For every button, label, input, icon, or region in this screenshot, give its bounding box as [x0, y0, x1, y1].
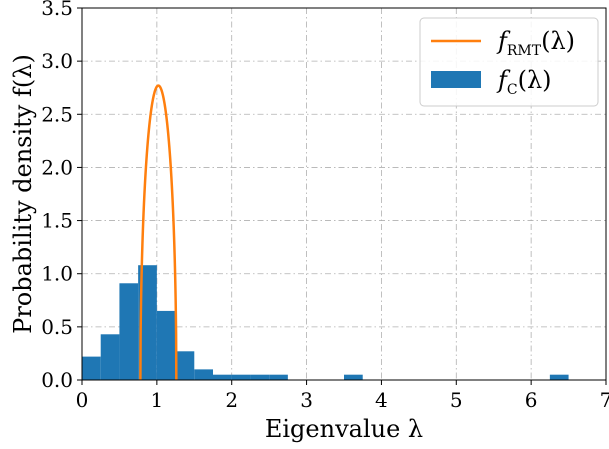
y-tick-label: 1.5 [41, 209, 73, 233]
histogram-bar [138, 265, 157, 380]
legend-label-rmt-arg: (λ) [541, 27, 575, 55]
y-axis-label: Probability density f(λ) [9, 54, 37, 334]
y-tick-label: 1.0 [41, 262, 73, 286]
y-tick-label: 0.0 [41, 368, 73, 392]
legend-swatch-c [431, 71, 481, 88]
histogram-bars [82, 265, 569, 380]
x-tick-label: 2 [225, 388, 238, 412]
histogram-bar [213, 374, 232, 380]
histogram-bar [100, 334, 120, 380]
plot-frame [81, 7, 607, 381]
y-tick-label: 3.0 [41, 49, 73, 73]
x-axis-label: Eigenvalue λ [265, 415, 423, 443]
histogram-bar [194, 369, 213, 380]
x-tick-label: 3 [300, 388, 313, 412]
y-tick-label: 2.0 [41, 155, 73, 179]
histogram-bar [231, 374, 251, 380]
x-tick-label: 4 [375, 388, 388, 412]
x-tick-label: 6 [525, 388, 538, 412]
rmt-density-curve [139, 84, 178, 381]
y-tick-label: 0.5 [41, 315, 73, 339]
histogram-bar [175, 351, 195, 380]
legend-label-c: fC(λ) [496, 66, 552, 98]
legend-label-c-arg: (λ) [518, 66, 552, 94]
legend: fRMT(λ) fC(λ) [419, 17, 599, 107]
histogram-bar [119, 283, 139, 380]
legend-label-rmt-sub: RMT [507, 43, 542, 59]
histogram-bar [269, 374, 288, 380]
y-tick-label: 2.5 [41, 102, 73, 126]
histogram-bar [82, 356, 101, 380]
x-tick-label: 7 [600, 388, 609, 412]
x-tick-label: 1 [150, 388, 163, 412]
histogram-bar [250, 374, 270, 380]
x-tick-label: 0 [76, 388, 89, 412]
grid-lines [82, 8, 606, 380]
legend-label-c-sub: C [507, 82, 518, 98]
x-tick-label: 5 [450, 388, 463, 412]
histogram-bar [549, 374, 569, 380]
histogram-bar [156, 310, 176, 380]
axis-ticks: 0 1 2 3 4 5 6 7 0.0 0.5 1.0 1.5 2.0 2.5 3.0 3.5 [41, 0, 609, 412]
histogram-bar [344, 374, 363, 380]
y-tick-label: 3.5 [41, 0, 73, 20]
